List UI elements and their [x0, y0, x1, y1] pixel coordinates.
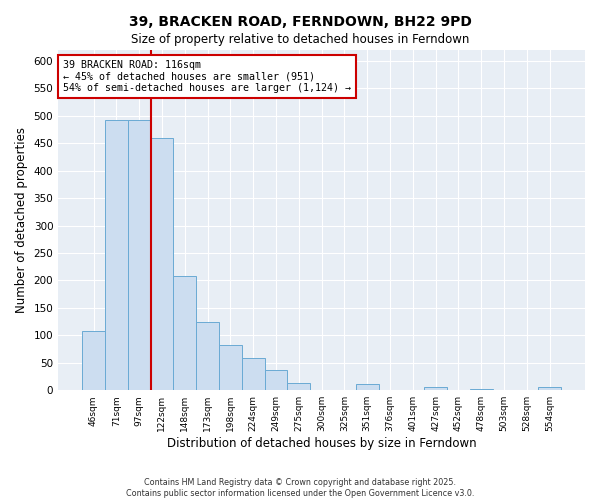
Bar	[105, 120, 128, 390]
X-axis label: Distribution of detached houses by size in Ferndown: Distribution of detached houses by size …	[167, 437, 476, 450]
Bar	[424, 388, 447, 390]
Bar	[128, 120, 151, 390]
Bar	[356, 384, 379, 390]
Bar	[265, 370, 287, 390]
Bar	[82, 332, 105, 390]
Bar	[151, 138, 173, 390]
Bar	[219, 344, 242, 390]
Y-axis label: Number of detached properties: Number of detached properties	[15, 127, 28, 313]
Text: 39 BRACKEN ROAD: 116sqm
← 45% of detached houses are smaller (951)
54% of semi-d: 39 BRACKEN ROAD: 116sqm ← 45% of detache…	[64, 60, 352, 94]
Bar	[287, 383, 310, 390]
Bar	[173, 276, 196, 390]
Text: Size of property relative to detached houses in Ferndown: Size of property relative to detached ho…	[131, 32, 469, 46]
Bar	[470, 389, 493, 390]
Bar	[196, 322, 219, 390]
Bar	[242, 358, 265, 390]
Text: 39, BRACKEN ROAD, FERNDOWN, BH22 9PD: 39, BRACKEN ROAD, FERNDOWN, BH22 9PD	[128, 15, 472, 29]
Text: Contains HM Land Registry data © Crown copyright and database right 2025.
Contai: Contains HM Land Registry data © Crown c…	[126, 478, 474, 498]
Bar	[538, 388, 561, 390]
